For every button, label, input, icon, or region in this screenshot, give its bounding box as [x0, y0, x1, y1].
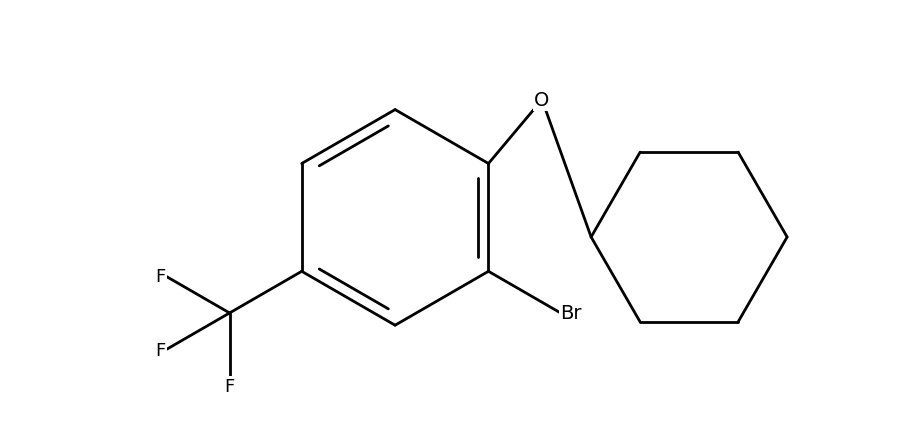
Text: O: O: [534, 91, 550, 110]
Text: Br: Br: [560, 304, 582, 323]
Text: F: F: [224, 377, 234, 395]
Text: F: F: [155, 341, 166, 359]
Text: F: F: [155, 268, 166, 285]
